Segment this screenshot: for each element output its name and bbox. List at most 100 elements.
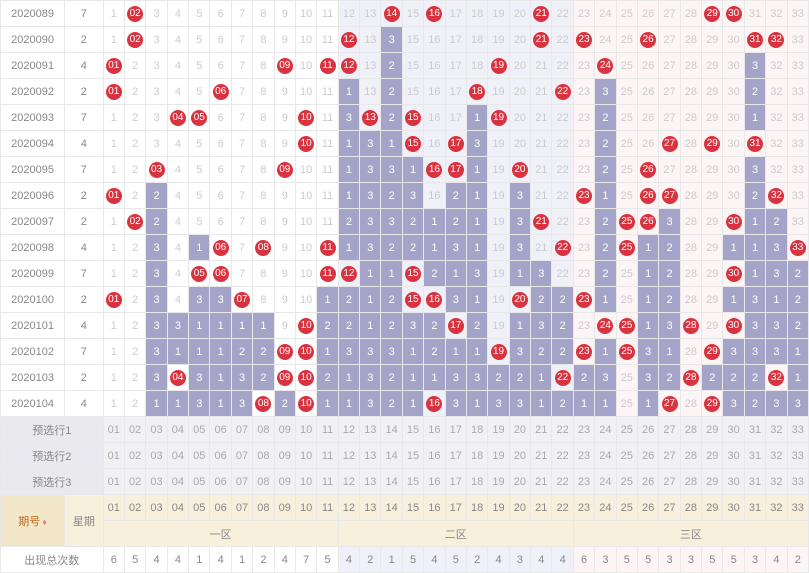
forecast-cell[interactable]: 09: [274, 443, 295, 469]
forecast-cell[interactable]: 14: [381, 443, 402, 469]
period-header[interactable]: 期号♦: [1, 495, 65, 547]
forecast-cell[interactable]: 21: [531, 469, 552, 495]
forecast-cell[interactable]: 16: [424, 469, 445, 495]
forecast-cell[interactable]: 22: [552, 443, 573, 469]
forecast-cell[interactable]: 02: [124, 469, 145, 495]
forecast-cell[interactable]: 01: [103, 469, 124, 495]
forecast-cell[interactable]: 04: [167, 417, 188, 443]
forecast-cell[interactable]: 18: [466, 417, 487, 443]
forecast-cell[interactable]: 16: [424, 443, 445, 469]
forecast-cell[interactable]: 23: [573, 443, 594, 469]
forecast-cell[interactable]: 05: [189, 417, 210, 443]
forecast-cell[interactable]: 08: [253, 469, 274, 495]
forecast-cell[interactable]: 32: [766, 417, 787, 443]
forecast-cell[interactable]: 15: [402, 417, 423, 443]
forecast-cell[interactable]: 26: [637, 469, 658, 495]
forecast-cell[interactable]: 09: [274, 469, 295, 495]
forecast-cell[interactable]: 12: [338, 443, 359, 469]
forecast-cell[interactable]: 12: [338, 417, 359, 443]
forecast-cell[interactable]: 03: [146, 469, 167, 495]
forecast-cell[interactable]: 25: [616, 469, 637, 495]
forecast-cell[interactable]: 07: [231, 417, 252, 443]
forecast-cell[interactable]: 28: [680, 417, 701, 443]
forecast-cell[interactable]: 21: [531, 443, 552, 469]
forecast-cell[interactable]: 27: [659, 417, 680, 443]
forecast-cell[interactable]: 31: [744, 443, 765, 469]
forecast-cell[interactable]: 22: [552, 417, 573, 443]
forecast-cell[interactable]: 23: [573, 417, 594, 443]
forecast-cell[interactable]: 07: [231, 469, 252, 495]
forecast-cell[interactable]: 08: [253, 443, 274, 469]
forecast-cell[interactable]: 29: [702, 443, 723, 469]
forecast-cell[interactable]: 11: [317, 469, 338, 495]
forecast-cell[interactable]: 18: [466, 443, 487, 469]
forecast-cell[interactable]: 31: [744, 469, 765, 495]
forecast-cell[interactable]: 04: [167, 443, 188, 469]
forecast-cell[interactable]: 24: [595, 469, 616, 495]
forecast-cell[interactable]: 29: [702, 469, 723, 495]
forecast-cell[interactable]: 11: [317, 443, 338, 469]
sort-icon[interactable]: ♦: [42, 517, 47, 527]
forecast-cell[interactable]: 28: [680, 469, 701, 495]
forecast-cell[interactable]: 30: [723, 469, 744, 495]
forecast-cell[interactable]: 19: [488, 417, 509, 443]
forecast-cell[interactable]: 05: [189, 443, 210, 469]
forecast-cell[interactable]: 28: [680, 443, 701, 469]
forecast-cell[interactable]: 16: [424, 417, 445, 443]
forecast-cell[interactable]: 31: [744, 417, 765, 443]
forecast-cell[interactable]: 33: [787, 443, 808, 469]
forecast-cell[interactable]: 17: [445, 417, 466, 443]
forecast-cell[interactable]: 25: [616, 443, 637, 469]
forecast-cell[interactable]: 26: [637, 443, 658, 469]
forecast-cell[interactable]: 20: [509, 469, 530, 495]
forecast-cell[interactable]: 24: [595, 443, 616, 469]
forecast-cell[interactable]: 32: [766, 469, 787, 495]
forecast-cell[interactable]: 32: [766, 443, 787, 469]
forecast-cell[interactable]: 17: [445, 443, 466, 469]
forecast-cell[interactable]: 25: [616, 417, 637, 443]
forecast-cell[interactable]: 17: [445, 469, 466, 495]
forecast-cell[interactable]: 19: [488, 469, 509, 495]
forecast-cell[interactable]: 14: [381, 417, 402, 443]
forecast-cell[interactable]: 14: [381, 469, 402, 495]
forecast-cell[interactable]: 09: [274, 417, 295, 443]
forecast-cell[interactable]: 03: [146, 417, 167, 443]
forecast-cell[interactable]: 02: [124, 417, 145, 443]
forecast-cell[interactable]: 06: [210, 443, 231, 469]
forecast-cell[interactable]: 11: [317, 417, 338, 443]
forecast-cell[interactable]: 07: [231, 443, 252, 469]
forecast-cell[interactable]: 24: [595, 417, 616, 443]
forecast-cell[interactable]: 13: [360, 443, 381, 469]
forecast-cell[interactable]: 27: [659, 443, 680, 469]
forecast-cell[interactable]: 19: [488, 443, 509, 469]
forecast-cell[interactable]: 01: [103, 417, 124, 443]
forecast-cell[interactable]: 06: [210, 469, 231, 495]
forecast-cell[interactable]: 13: [360, 469, 381, 495]
forecast-cell[interactable]: 02: [124, 443, 145, 469]
forecast-cell[interactable]: 01: [103, 443, 124, 469]
forecast-cell[interactable]: 27: [659, 469, 680, 495]
forecast-cell[interactable]: 29: [702, 417, 723, 443]
forecast-cell[interactable]: 30: [723, 443, 744, 469]
forecast-cell[interactable]: 26: [637, 417, 658, 443]
forecast-cell[interactable]: 22: [552, 469, 573, 495]
forecast-cell[interactable]: 08: [253, 417, 274, 443]
forecast-cell[interactable]: 20: [509, 417, 530, 443]
forecast-cell[interactable]: 33: [787, 417, 808, 443]
forecast-cell[interactable]: 15: [402, 469, 423, 495]
forecast-cell[interactable]: 04: [167, 469, 188, 495]
forecast-cell[interactable]: 05: [189, 469, 210, 495]
forecast-cell[interactable]: 10: [295, 443, 316, 469]
forecast-cell[interactable]: 33: [787, 469, 808, 495]
forecast-cell[interactable]: 10: [295, 417, 316, 443]
forecast-cell[interactable]: 18: [466, 469, 487, 495]
forecast-cell[interactable]: 10: [295, 469, 316, 495]
forecast-cell[interactable]: 03: [146, 443, 167, 469]
forecast-cell[interactable]: 13: [360, 417, 381, 443]
forecast-cell[interactable]: 20: [509, 443, 530, 469]
forecast-cell[interactable]: 12: [338, 469, 359, 495]
forecast-cell[interactable]: 21: [531, 417, 552, 443]
forecast-cell[interactable]: 23: [573, 469, 594, 495]
forecast-cell[interactable]: 30: [723, 417, 744, 443]
forecast-cell[interactable]: 06: [210, 417, 231, 443]
